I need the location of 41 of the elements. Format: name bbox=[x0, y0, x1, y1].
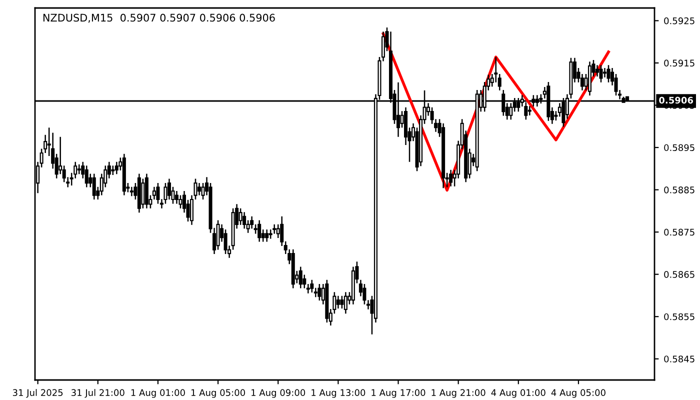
x-tick-label: 1 Aug 01:00 bbox=[131, 389, 185, 398]
x-tick-label: 31 Jul 21:00 bbox=[72, 389, 124, 398]
candlestick bbox=[265, 228, 269, 242]
y-tick-label: 0.5845 bbox=[664, 356, 694, 362]
candlestick bbox=[344, 291, 348, 314]
candlestick bbox=[250, 216, 254, 230]
x-tick-label: 1 Aug 05:00 bbox=[191, 389, 245, 398]
candlestick bbox=[198, 182, 202, 196]
y-tick-label: 0.5875 bbox=[664, 228, 694, 236]
candlestick bbox=[242, 212, 246, 230]
candlestick bbox=[588, 61, 592, 96]
ref-line-label: 0.5906 bbox=[659, 96, 694, 104]
candlestick bbox=[84, 165, 88, 188]
chart-title: NZDUSD,M15 0.5907 0.5907 0.5906 0.5906 bbox=[43, 14, 275, 23]
y-tick-label: 0.5855 bbox=[664, 313, 694, 320]
candlestick bbox=[122, 153, 126, 196]
candlestick bbox=[449, 169, 453, 188]
y-tick-label: 0.5925 bbox=[664, 17, 694, 24]
candlestick bbox=[92, 173, 96, 200]
y-tick-label: 0.5915 bbox=[664, 60, 694, 67]
y-tick-label: 0.5895 bbox=[664, 144, 694, 152]
candlestick bbox=[291, 248, 295, 289]
y-tick-label: 0.5865 bbox=[664, 271, 694, 278]
candlestick bbox=[114, 161, 118, 175]
x-tick-label: 1 Aug 13:00 bbox=[312, 389, 366, 398]
x-tick-label: 4 Aug 05:00 bbox=[551, 389, 606, 398]
candlestick bbox=[258, 220, 262, 242]
candlestick bbox=[167, 178, 171, 200]
candlestick bbox=[144, 173, 148, 209]
x-tick-label: 1 Aug 21:00 bbox=[432, 389, 486, 398]
candlestick bbox=[130, 186, 134, 197]
candlestick bbox=[298, 266, 302, 289]
x-tick-label: 1 Aug 09:00 bbox=[252, 389, 306, 398]
x-tick-label: 4 Aug 01:00 bbox=[491, 389, 546, 398]
x-tick-label: 31 Jul 2025 bbox=[12, 389, 63, 398]
candlestick bbox=[174, 190, 178, 204]
y-tick-label: 0.5885 bbox=[664, 186, 694, 194]
candlestick bbox=[442, 122, 446, 189]
candlestick bbox=[137, 173, 141, 214]
candlestick bbox=[336, 295, 340, 310]
x-tick-label: 1 Aug 17:00 bbox=[372, 389, 426, 398]
